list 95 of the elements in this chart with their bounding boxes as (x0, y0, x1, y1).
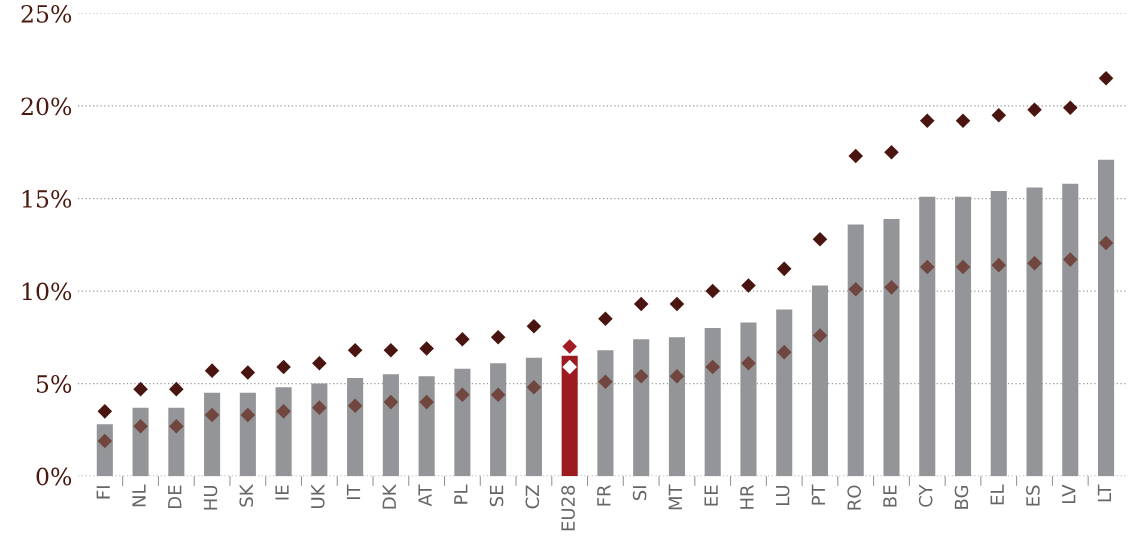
point (633, 368, 649, 384)
point (169, 381, 184, 397)
x-tick-label: PT (811, 484, 825, 505)
point (347, 398, 363, 414)
point (991, 107, 1007, 123)
point (455, 331, 470, 347)
point (848, 281, 864, 297)
point (240, 407, 256, 423)
x-tick-label: EL (990, 484, 1004, 505)
x-tick-label: EE (704, 485, 718, 506)
point (347, 343, 363, 358)
x-tick-label: ES (1026, 485, 1040, 506)
point (991, 257, 1007, 273)
x-tick-label: UK (311, 484, 325, 508)
bar (561, 355, 578, 477)
point (204, 363, 220, 378)
point (598, 311, 613, 327)
point (884, 144, 899, 160)
point (669, 368, 685, 384)
point (1098, 235, 1114, 251)
point (919, 113, 935, 129)
point (955, 113, 971, 129)
x-tick-label: FI (96, 486, 110, 499)
point (705, 283, 720, 299)
x-tick-label: IT (346, 484, 361, 500)
point (276, 359, 291, 375)
bar (1026, 187, 1043, 477)
point (526, 380, 542, 395)
x-tick-label: SK (239, 484, 254, 507)
x-tick-label: LT (1097, 484, 1112, 502)
x-tick-label: CZ (525, 485, 540, 509)
x-tick-label: BG (954, 485, 969, 509)
point (741, 355, 756, 371)
point (383, 394, 399, 410)
point (133, 381, 148, 397)
point (1027, 102, 1042, 117)
point (1063, 100, 1078, 116)
y-tick-label: 20% (21, 97, 72, 116)
point (490, 387, 506, 402)
x-tick-label: DK (382, 484, 396, 509)
point (705, 359, 720, 375)
point (562, 359, 577, 375)
point (276, 404, 291, 419)
x-tick-label: IE (275, 485, 289, 500)
x-tick-label: PL (454, 484, 468, 504)
point (598, 374, 613, 390)
point (97, 433, 113, 449)
point (955, 259, 971, 275)
point (312, 355, 327, 371)
x-tick-label: AT (418, 484, 432, 507)
y-tick-label: 15% (22, 189, 72, 208)
point (312, 400, 327, 415)
point (97, 404, 113, 419)
x-tick-label: RO (847, 485, 861, 510)
x-tick-label: BE (883, 485, 897, 507)
point (776, 344, 792, 360)
x-tick-label: LU (776, 486, 790, 506)
point (848, 148, 864, 164)
point (383, 343, 399, 358)
x-tick-label: SI (632, 486, 647, 501)
point (490, 330, 506, 345)
point (776, 261, 792, 277)
point (884, 280, 899, 295)
point (1098, 70, 1114, 86)
y-tick-label: 5% (36, 375, 72, 393)
point (562, 339, 577, 354)
x-tick-label: MT (668, 484, 682, 510)
point (419, 394, 434, 410)
x-tick-label: NL (132, 484, 146, 507)
point (204, 407, 220, 423)
x-tick-label: DE (168, 485, 182, 508)
point (455, 387, 470, 402)
point (1027, 256, 1042, 271)
x-tick-label: EU28 (561, 485, 575, 531)
point (919, 259, 935, 275)
x-tick-label: FR (597, 484, 611, 506)
point (812, 231, 828, 247)
point (812, 328, 828, 343)
y-tick-label: 0% (36, 467, 72, 486)
point (240, 365, 256, 380)
point (741, 278, 756, 293)
y-tick-label: 10% (22, 282, 72, 301)
x-tick-label: SE (489, 485, 504, 507)
point (169, 418, 184, 434)
x-tick-label: LV (1062, 484, 1076, 504)
point (1063, 252, 1078, 267)
point (526, 318, 542, 334)
x-tick-label: CY (918, 484, 933, 507)
point (669, 296, 685, 312)
y-tick-label: 25% (21, 4, 72, 23)
x-tick-label: HR (740, 484, 754, 509)
point (633, 296, 649, 312)
point (419, 341, 434, 356)
x-tick-label: HU (203, 486, 218, 510)
point (133, 418, 148, 434)
